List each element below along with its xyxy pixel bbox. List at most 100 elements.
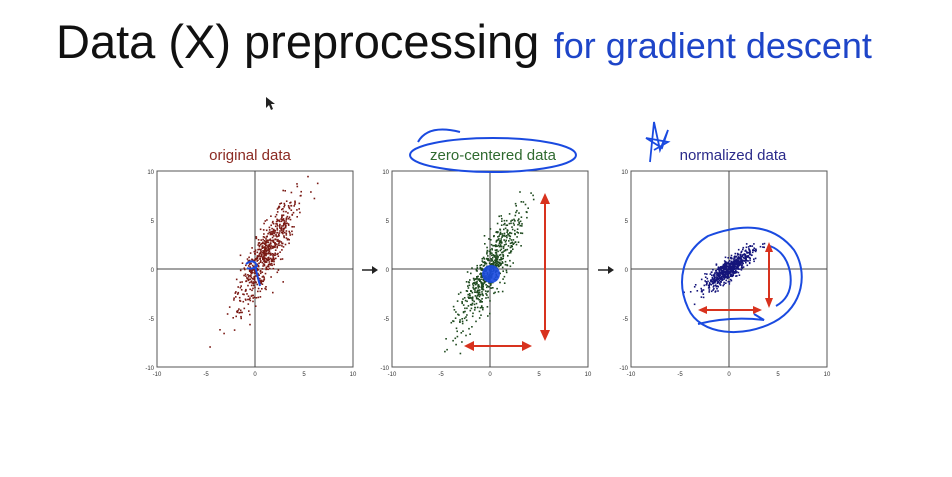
data-point — [469, 303, 472, 306]
data-point — [299, 211, 301, 214]
data-point — [489, 249, 491, 251]
data-point — [738, 274, 741, 276]
data-point — [238, 308, 240, 310]
data-point — [733, 271, 736, 273]
data-point — [715, 264, 718, 266]
data-point — [724, 262, 726, 265]
data-point — [258, 262, 260, 265]
data-point — [745, 261, 747, 264]
data-point — [274, 245, 276, 248]
x-tick-label: -5 — [203, 372, 209, 378]
data-point — [483, 282, 486, 284]
data-point — [743, 253, 745, 256]
data-point — [741, 260, 743, 262]
data-point — [273, 235, 275, 237]
data-point — [485, 297, 487, 299]
data-point — [727, 274, 729, 277]
data-point — [726, 275, 728, 278]
data-point — [264, 220, 267, 222]
data-point — [729, 272, 731, 275]
data-point — [261, 242, 263, 245]
data-point — [257, 290, 259, 293]
data-point — [264, 246, 266, 248]
data-point — [471, 299, 474, 302]
data-point — [497, 244, 500, 247]
data-point — [721, 271, 724, 274]
data-point — [478, 317, 481, 319]
data-point — [484, 243, 486, 245]
data-point — [720, 277, 723, 279]
data-point — [733, 267, 735, 269]
data-point — [475, 268, 478, 270]
data-point — [259, 272, 262, 275]
data-point — [513, 224, 515, 226]
data-point — [708, 285, 710, 288]
data-point — [508, 235, 510, 237]
data-point — [251, 264, 254, 267]
data-point — [298, 202, 301, 205]
data-point — [728, 276, 730, 279]
data-point — [478, 292, 480, 294]
data-point — [530, 192, 532, 194]
data-point — [728, 270, 730, 272]
data-point — [505, 269, 508, 272]
data-point — [298, 208, 300, 210]
data-point — [265, 244, 267, 246]
data-point — [277, 255, 280, 257]
data-point — [265, 250, 268, 252]
data-point — [722, 265, 725, 267]
data-point — [452, 305, 455, 308]
data-point — [496, 258, 499, 261]
data-point — [718, 268, 720, 270]
data-point — [502, 253, 504, 256]
data-point — [246, 293, 248, 295]
data-point — [264, 248, 266, 250]
data-point — [740, 250, 743, 253]
data-point — [249, 299, 252, 302]
data-point — [751, 251, 754, 254]
data-point — [271, 245, 274, 248]
data-point — [495, 253, 498, 255]
data-point — [742, 266, 745, 268]
data-point — [261, 251, 264, 254]
data-point — [751, 245, 754, 247]
data-point — [263, 278, 266, 280]
data-point — [509, 235, 512, 238]
data-point — [729, 271, 731, 273]
data-point — [502, 257, 504, 260]
data-point — [506, 236, 508, 239]
data-point — [734, 265, 737, 268]
data-point — [288, 207, 291, 210]
data-point — [499, 229, 502, 231]
chart-normalized: normalized data -10 -5 0 5 10 10 5 0 -5 … — [619, 121, 831, 378]
data-point — [275, 235, 277, 237]
data-point — [468, 327, 470, 330]
data-point — [455, 311, 457, 313]
data-point — [290, 209, 293, 211]
data-point — [504, 222, 506, 225]
chart-original: original data -10 -5 0 5 10 10 5 0 -5 -1… — [145, 147, 357, 378]
data-point — [741, 265, 743, 267]
data-point — [276, 253, 278, 255]
data-point — [262, 242, 264, 245]
data-point — [241, 311, 243, 314]
data-point — [726, 273, 729, 276]
data-point — [474, 283, 477, 286]
data-point — [519, 224, 521, 227]
data-point — [489, 228, 492, 230]
data-point — [459, 352, 462, 355]
data-point — [477, 298, 479, 300]
data-point — [279, 230, 281, 232]
data-point — [482, 256, 485, 259]
data-point — [511, 245, 513, 247]
data-point — [276, 223, 278, 225]
data-point — [747, 255, 749, 257]
data-point — [729, 269, 732, 271]
data-point — [276, 208, 279, 210]
data-point — [253, 259, 256, 261]
data-point — [257, 269, 260, 271]
data-point — [263, 256, 265, 258]
data-point — [716, 287, 718, 290]
y-tick-label: 5 — [625, 219, 629, 225]
data-point — [739, 263, 742, 266]
